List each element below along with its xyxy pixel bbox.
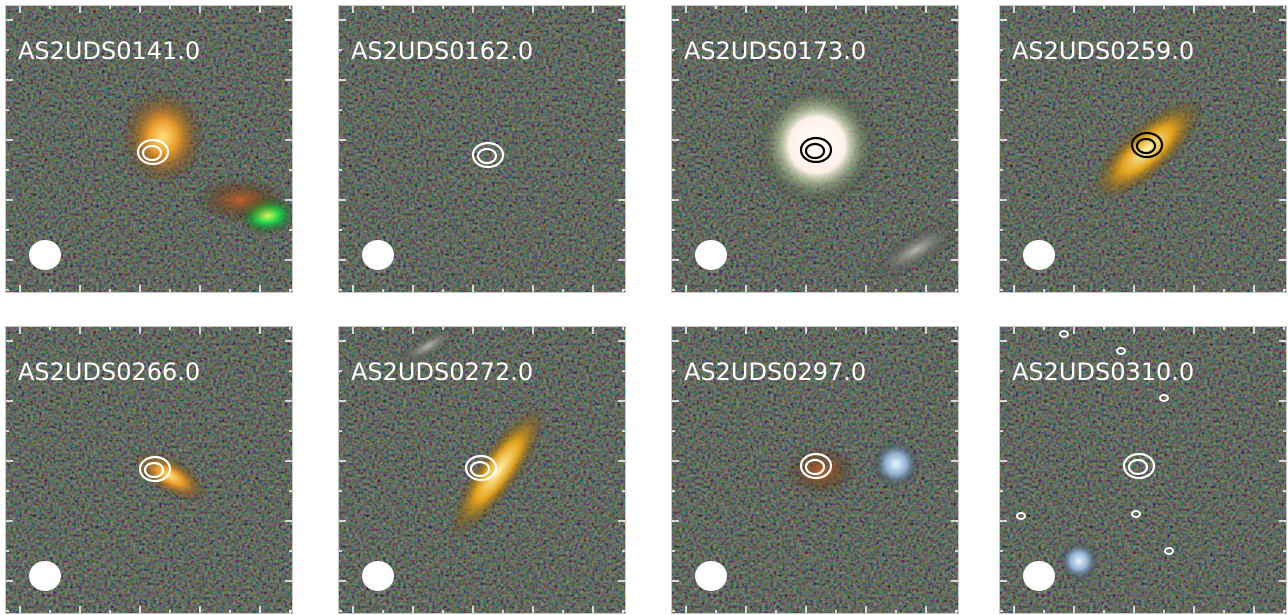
panel-label: AS2UDS0141.0 (18, 37, 200, 65)
source (1059, 541, 1099, 581)
panel-label: AS2UDS0266.0 (18, 358, 200, 386)
contour (799, 136, 833, 164)
panel-label: AS2UDS0173.0 (684, 37, 866, 65)
beam (695, 240, 727, 270)
source (121, 89, 205, 185)
contour (804, 142, 826, 160)
image (999, 326, 1287, 614)
panel-border (671, 5, 959, 293)
source (867, 218, 959, 282)
contour (1059, 330, 1069, 338)
beam (695, 561, 727, 591)
image (338, 5, 626, 293)
image (5, 326, 293, 614)
source (392, 326, 464, 369)
contour (1130, 131, 1164, 159)
beam (1023, 561, 1055, 591)
beam (29, 240, 61, 270)
panel: AS2UDS0272.0 (338, 326, 626, 614)
panel: AS2UDS0141.0 (5, 5, 293, 293)
panel-border (338, 326, 626, 614)
panel-label: AS2UDS0297.0 (684, 358, 866, 386)
beam (362, 561, 394, 591)
image (999, 5, 1287, 293)
panel: AS2UDS0259.0 (999, 5, 1287, 293)
panel-label: AS2UDS0259.0 (1012, 37, 1194, 65)
panel: AS2UDS0310.0 (999, 326, 1287, 614)
contour (1122, 452, 1156, 480)
contour (799, 452, 833, 480)
image (338, 326, 626, 614)
contour (464, 454, 498, 482)
contour (143, 461, 165, 479)
panel-label: AS2UDS0162.0 (351, 37, 533, 65)
panel: AS2UDS0162.0 (338, 5, 626, 293)
beam (29, 561, 61, 591)
source (1090, 98, 1204, 202)
source (448, 404, 548, 538)
panel-border (5, 5, 293, 293)
panel: AS2UDS0266.0 (5, 326, 293, 614)
source (872, 440, 920, 488)
panel-border (671, 326, 959, 614)
image (671, 326, 959, 614)
contour (471, 141, 505, 169)
contour (1135, 137, 1157, 155)
panel-border (999, 326, 1287, 614)
contour (804, 458, 826, 476)
contour (1016, 512, 1026, 520)
image (5, 5, 293, 293)
contour (1159, 394, 1169, 402)
panel-border (338, 5, 626, 293)
image (671, 5, 959, 293)
beam (362, 240, 394, 270)
contour (138, 455, 172, 483)
contour (1131, 510, 1141, 518)
source (195, 178, 285, 222)
panel-border (5, 326, 293, 614)
contour (1116, 347, 1126, 355)
contour (141, 144, 163, 162)
panel-label: AS2UDS0310.0 (1012, 358, 1194, 386)
contour (469, 460, 491, 478)
panel: AS2UDS0297.0 (671, 326, 959, 614)
panel-border (999, 5, 1287, 293)
panel-label: AS2UDS0272.0 (351, 358, 533, 386)
beam (1023, 240, 1055, 270)
contour (476, 147, 498, 165)
contour (136, 138, 170, 166)
contour (1127, 458, 1149, 476)
panel: AS2UDS0173.0 (671, 5, 959, 293)
contour (1164, 547, 1174, 555)
